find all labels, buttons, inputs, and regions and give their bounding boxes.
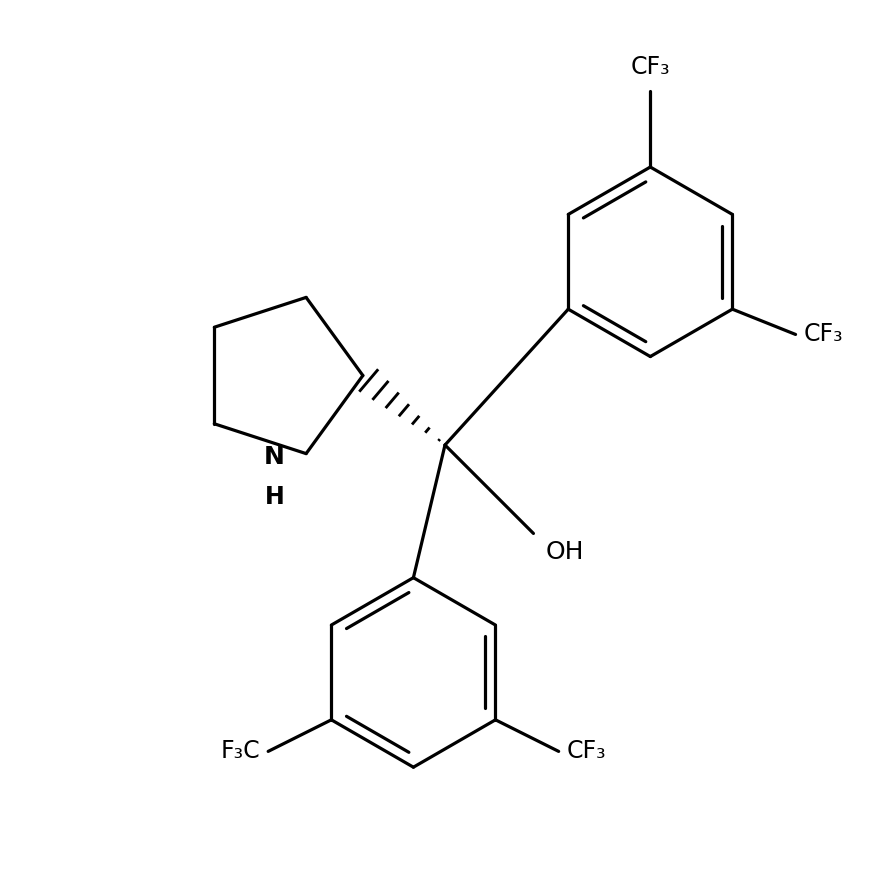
Text: CF₃: CF₃ [630,54,670,78]
Text: F₃C: F₃C [221,740,260,764]
Text: CF₃: CF₃ [804,322,843,346]
Text: N: N [264,445,285,469]
Text: CF₃: CF₃ [567,740,606,764]
Text: OH: OH [546,539,585,563]
Text: H: H [264,485,285,509]
